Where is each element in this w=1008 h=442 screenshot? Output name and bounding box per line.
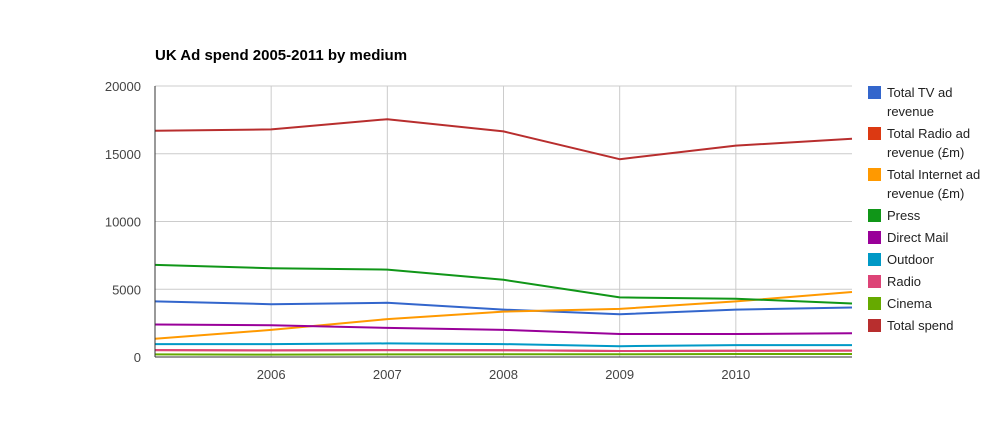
legend-label: Total Internet ad revenue (£m): [887, 167, 980, 201]
legend-swatch: [868, 209, 881, 222]
axes: [154, 86, 852, 358]
series-line-9: [154, 118, 853, 161]
legend-label: Total spend: [887, 318, 954, 333]
y-tick-label: 5000: [112, 282, 141, 297]
legend-swatch: [868, 275, 881, 288]
series-line-7: [154, 349, 853, 352]
y-tick-label: 10000: [105, 215, 141, 230]
x-tick-labels: 2006 2007 2008 2009 2010: [257, 367, 751, 382]
legend-label: Radio: [887, 274, 921, 289]
legend-swatch: [868, 86, 881, 99]
legend-label: Total TV ad revenue: [887, 85, 953, 119]
legend-label: Cinema: [887, 296, 933, 311]
legend: Total TV ad revenue Total Radio ad revenue …: [868, 85, 980, 333]
gridlines: [155, 85, 852, 357]
legend-label: Direct Mail: [887, 230, 949, 245]
legend-swatch: [868, 319, 881, 332]
series-line-4: [154, 263, 853, 305]
x-tick-label: 2009: [605, 367, 634, 382]
series-line-3: [154, 291, 853, 340]
series-line-5: [154, 323, 853, 335]
legend-swatch: [868, 297, 881, 310]
x-tick-label: 2010: [721, 367, 750, 382]
x-tick-label: 2007: [373, 367, 402, 382]
legend-swatch: [868, 231, 881, 244]
series-lines: [154, 118, 853, 356]
series-line-6: [155, 342, 852, 348]
legend-label: Press: [887, 208, 921, 223]
legend-swatch: [868, 127, 881, 140]
y-tick-labels: 0 5000 10000 15000 20000: [105, 79, 141, 365]
x-tick-label: 2008: [489, 367, 518, 382]
legend-label: Total Radio ad revenue (£m): [887, 126, 970, 160]
series-line-8: [154, 353, 852, 356]
x-tick-label: 2006: [257, 367, 286, 382]
legend-swatch: [868, 168, 881, 181]
y-tick-label: 20000: [105, 79, 141, 94]
y-tick-label: 15000: [105, 147, 141, 162]
series-line-1: [154, 300, 853, 316]
y-tick-label: 0: [134, 350, 141, 365]
legend-swatch: [868, 253, 881, 266]
legend-label: Outdoor: [887, 252, 935, 267]
chart-title: UK Ad spend 2005-2011 by medium: [155, 47, 407, 64]
